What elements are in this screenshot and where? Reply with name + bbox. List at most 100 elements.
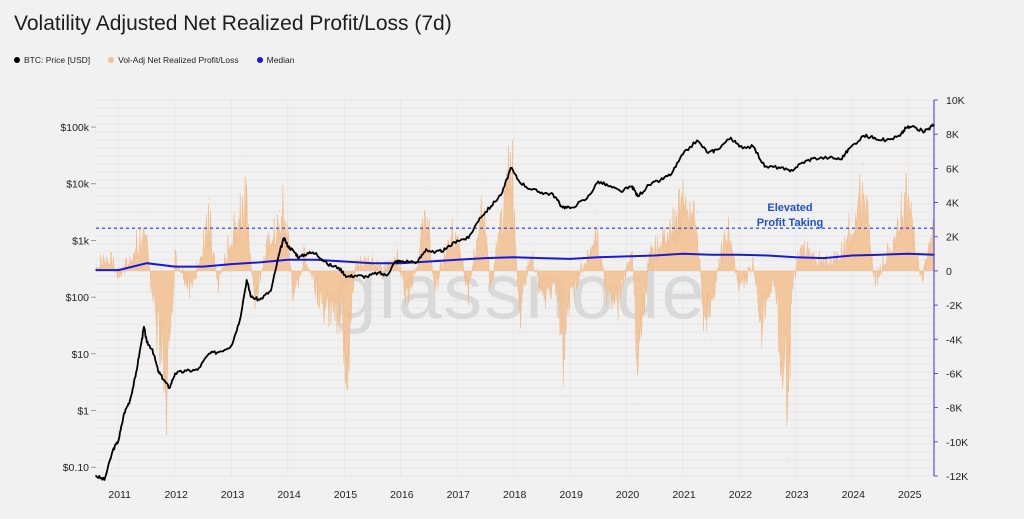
btc-price-point (286, 245, 289, 247)
vol-adj-point (292, 307, 295, 310)
legend-dot-price (14, 57, 20, 63)
btc-price-point (207, 352, 210, 355)
btc-price-point (636, 195, 639, 198)
vol-adj-point (246, 159, 248, 161)
vol-adj-point (481, 176, 484, 178)
vol-adj-point (253, 313, 255, 315)
vol-adj-point (321, 313, 323, 315)
right-axis-tick-label: 6K (946, 163, 959, 175)
btc-price-point (597, 180, 600, 183)
vol-adj-point (631, 239, 633, 241)
vol-adj-point (905, 160, 907, 163)
vol-adj-point (703, 338, 705, 340)
vol-adj-point (812, 249, 814, 251)
vol-adj-point (340, 330, 343, 332)
vol-adj-point (504, 159, 506, 161)
btc-price-point (509, 167, 512, 169)
vol-adj-point (617, 313, 619, 315)
vol-adj-point (417, 256, 419, 258)
btc-price-point (540, 191, 543, 194)
vol-adj-point (899, 201, 901, 204)
vol-adj-point (851, 208, 853, 210)
legend-item-median[interactable]: Median (256, 55, 295, 65)
btc-price-point (185, 369, 188, 372)
btc-price-point (763, 165, 766, 168)
median-point (541, 257, 543, 259)
axes-group: $0.10 $1 $10 $100 $1k $10k $100k -12K -10K -8K -6K… (60, 95, 968, 501)
legend-item-price[interactable]: BTC: Price [USD] (14, 55, 90, 65)
vol-adj-point (490, 295, 492, 298)
btc-price-point (326, 263, 329, 266)
x-axis-tick-label: 2021 (672, 489, 696, 501)
vol-adj-point (165, 432, 168, 434)
vol-adj-point (752, 258, 755, 260)
btc-price-point (848, 147, 851, 150)
vol-adj-point (541, 304, 543, 306)
right-axis-tick-label: 8K (946, 129, 959, 141)
median-point (569, 258, 571, 260)
median-point (371, 262, 374, 265)
x-axis-tick-label: 2014 (277, 489, 301, 501)
vol-adj-point (696, 210, 698, 212)
legend-dot-median (256, 57, 263, 63)
btc-price-point (123, 412, 126, 415)
right-axis-tick-label: -8K (946, 403, 962, 415)
btc-price-point (230, 344, 233, 347)
median-point (484, 257, 487, 259)
vol-adj-point (922, 282, 924, 284)
vol-adj-point (800, 239, 802, 241)
median-point (456, 259, 458, 261)
btc-price-point (143, 325, 145, 328)
btc-price-point (873, 136, 876, 139)
vol-adj-point (216, 290, 218, 293)
x-axis-tick-label: 2018 (503, 489, 527, 501)
x-axis-tick-label: 2025 (898, 489, 922, 501)
x-axis-tick-label: 2024 (842, 489, 866, 501)
x-axis-tick-label: 2013 (221, 489, 245, 501)
vol-adj-point (129, 256, 131, 258)
btc-price-point (560, 205, 563, 208)
vol-adj-point (648, 253, 650, 255)
median-point (851, 254, 853, 257)
btc-price-point (377, 271, 380, 274)
vol-adj-point (511, 111, 513, 113)
btc-price-point (399, 260, 402, 263)
legend-item-vol-adj[interactable]: Vol-Adj Net Realized Profit/Loss (108, 55, 239, 65)
btc-price-point (292, 250, 295, 252)
vol-adj-point (346, 417, 348, 419)
median-point (343, 260, 346, 263)
btc-price-point (828, 156, 831, 159)
x-axis-tick-label: 2020 (616, 489, 640, 501)
btc-price-point (839, 158, 842, 161)
legend-label-median: Median (266, 55, 295, 65)
vol-adj-point (278, 210, 281, 212)
btc-price-point (478, 216, 481, 219)
vol-adj-point (304, 248, 306, 250)
btc-price-point (168, 387, 171, 389)
vol-adj-point (284, 174, 286, 176)
legend-label-vol-adj: Vol-Adj Net Realized Profit/Loss (118, 55, 239, 65)
btc-price-point (283, 237, 285, 239)
vol-adj-point (456, 210, 458, 212)
btc-price-point (715, 148, 718, 151)
vol-adj-point (555, 292, 557, 294)
btc-price-point (862, 134, 865, 137)
btc-price-point (134, 375, 137, 378)
annotation-line1: Elevated (767, 202, 812, 214)
x-axis-tick-label: 2019 (559, 489, 583, 501)
median-point (399, 262, 402, 265)
vol-adj-point (191, 295, 193, 298)
vol-adj-point (529, 244, 532, 246)
vol-adj-point (174, 249, 176, 251)
vol-adj-point (405, 301, 407, 303)
btc-price-point (707, 151, 710, 154)
btc-price-point (608, 185, 611, 188)
median-point (823, 257, 825, 259)
median-point (287, 259, 289, 261)
vol-adj-point (738, 295, 740, 298)
right-axis-tick-label: -4K (946, 334, 962, 346)
vol-adj-point (594, 213, 597, 216)
btc-price-point (145, 341, 148, 344)
right-axis-tick-label: -6K (946, 368, 962, 380)
vol-adj-point (792, 283, 794, 286)
